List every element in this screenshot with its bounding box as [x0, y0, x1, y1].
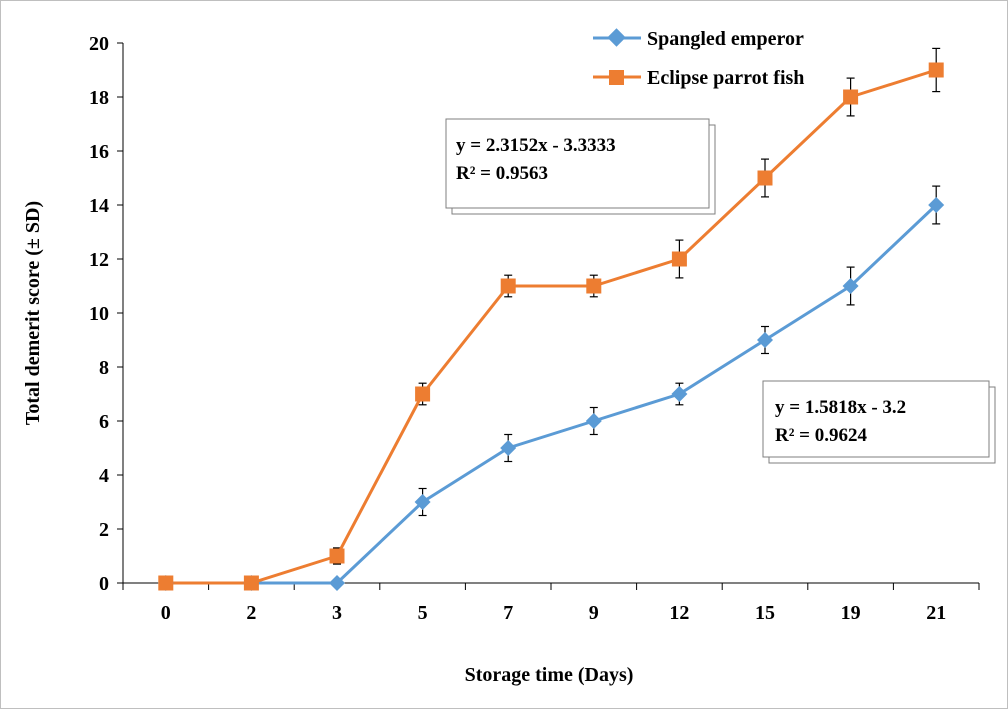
equation-spangled-formula: y = 1.5818x - 3.2 — [775, 397, 906, 418]
equation-eclipse-r2: R² = 0.9563 — [456, 163, 548, 184]
x-tick-label: 15 — [755, 602, 775, 624]
x-tick-label: 7 — [503, 602, 513, 624]
data-point-spangled — [414, 494, 431, 510]
data-point-eclipse — [757, 170, 773, 186]
legend-label-eclipse: Eclipse parrot fish — [647, 67, 804, 89]
series-layer — [157, 62, 945, 591]
data-point-eclipse — [671, 251, 687, 267]
x-axis-title: Storage time (Days) — [465, 664, 634, 686]
y-tick-label: 6 — [99, 411, 109, 433]
y-tick-label: 14 — [89, 195, 109, 217]
x-tick-label: 21 — [926, 602, 946, 624]
data-point-spangled — [842, 278, 859, 294]
y-tick-label: 2 — [99, 519, 109, 541]
data-point-spangled — [585, 413, 602, 429]
equation-box-eclipse: y = 2.3152x - 3.3333 R² = 0.9563 — [445, 118, 716, 215]
equation-box-spangled-frame — [762, 380, 990, 458]
equation-eclipse-formula: y = 2.3152x - 3.3333 — [456, 135, 616, 156]
series-line-spangled — [165, 203, 938, 585]
data-point-eclipse — [843, 89, 859, 105]
y-axis-title: Total demerit score (± SD) — [22, 201, 44, 425]
data-point-spangled — [757, 332, 773, 348]
y-tick-label: 18 — [89, 87, 109, 109]
equation-box-spangled: y = 1.5818x - 3.2 R² = 0.9624 — [762, 380, 996, 464]
legend-label-spangled: Spangled emperor — [647, 28, 804, 50]
x-tick-label: 12 — [669, 602, 689, 624]
legend-marker-eclipse-square — [609, 70, 624, 85]
data-point-spangled — [329, 575, 345, 591]
data-point-eclipse — [415, 386, 431, 402]
y-tick-label: 0 — [99, 573, 109, 595]
x-tick-label: 5 — [418, 602, 428, 624]
x-tick-label: 0 — [161, 602, 171, 624]
x-tick-label: 9 — [589, 602, 599, 624]
y-tick-label: 12 — [89, 249, 109, 271]
data-point-spangled — [671, 386, 688, 402]
y-tick-label: 16 — [89, 141, 109, 163]
data-point-eclipse — [928, 62, 944, 78]
data-point-eclipse — [500, 278, 516, 294]
equation-spangled-r2: R² = 0.9624 — [775, 425, 867, 446]
data-point-spangled — [928, 197, 945, 213]
y-tick-label: 4 — [99, 465, 109, 487]
equation-box-eclipse-frame — [445, 118, 710, 209]
series-line-eclipse — [165, 68, 937, 585]
y-tick-label: 20 — [89, 33, 109, 55]
x-tick-label: 2 — [246, 602, 256, 624]
data-point-eclipse — [158, 575, 174, 591]
y-tick-label: 8 — [99, 357, 109, 379]
data-point-eclipse — [329, 548, 345, 564]
data-point-eclipse — [243, 575, 259, 591]
x-tick-label: 19 — [841, 602, 861, 624]
legend-marker-spangled-diamond — [607, 28, 626, 47]
y-tick-label: 10 — [89, 303, 109, 325]
data-point-spangled — [500, 440, 517, 456]
data-point-eclipse — [586, 278, 602, 294]
axes-layer: 0 2 4 6 8 10 12 14 16 18 20 0 2 3 5 7 9 12 15 19 21 — [89, 33, 980, 624]
x-tick-label: 3 — [332, 602, 342, 624]
legend: Spangled emperor Eclipse parrot fish — [593, 28, 804, 89]
